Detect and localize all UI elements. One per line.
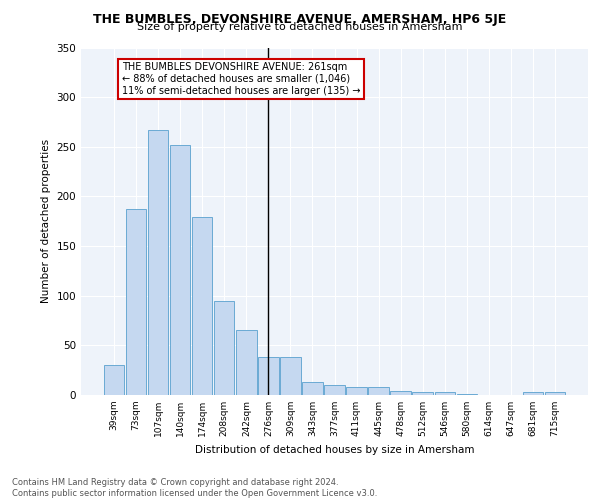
Bar [170,145,190,395]
Text: Size of property relative to detached houses in Amersham: Size of property relative to detached ho… [137,22,463,32]
Bar [258,358,278,395]
Bar [148,130,169,395]
Bar [104,365,124,395]
Text: THE BUMBLES DEVONSHIRE AVENUE: 261sqm
← 88% of detached houses are smaller (1,04: THE BUMBLES DEVONSHIRE AVENUE: 261sqm ← … [122,62,361,96]
Text: THE BUMBLES, DEVONSHIRE AVENUE, AMERSHAM, HP6 5JE: THE BUMBLES, DEVONSHIRE AVENUE, AMERSHAM… [94,12,506,26]
Bar [126,210,146,395]
Bar [214,300,235,395]
Text: Contains HM Land Registry data © Crown copyright and database right 2024.
Contai: Contains HM Land Registry data © Crown c… [12,478,377,498]
Bar [346,387,367,395]
Bar [545,392,565,395]
Bar [192,218,212,395]
Bar [280,358,301,395]
Bar [434,392,455,395]
Y-axis label: Number of detached properties: Number of detached properties [41,139,51,304]
X-axis label: Distribution of detached houses by size in Amersham: Distribution of detached houses by size … [195,444,474,454]
Bar [236,330,257,395]
Bar [523,392,543,395]
Bar [391,391,411,395]
Bar [302,382,323,395]
Bar [412,392,433,395]
Bar [368,387,389,395]
Bar [325,385,344,395]
Bar [457,394,477,395]
